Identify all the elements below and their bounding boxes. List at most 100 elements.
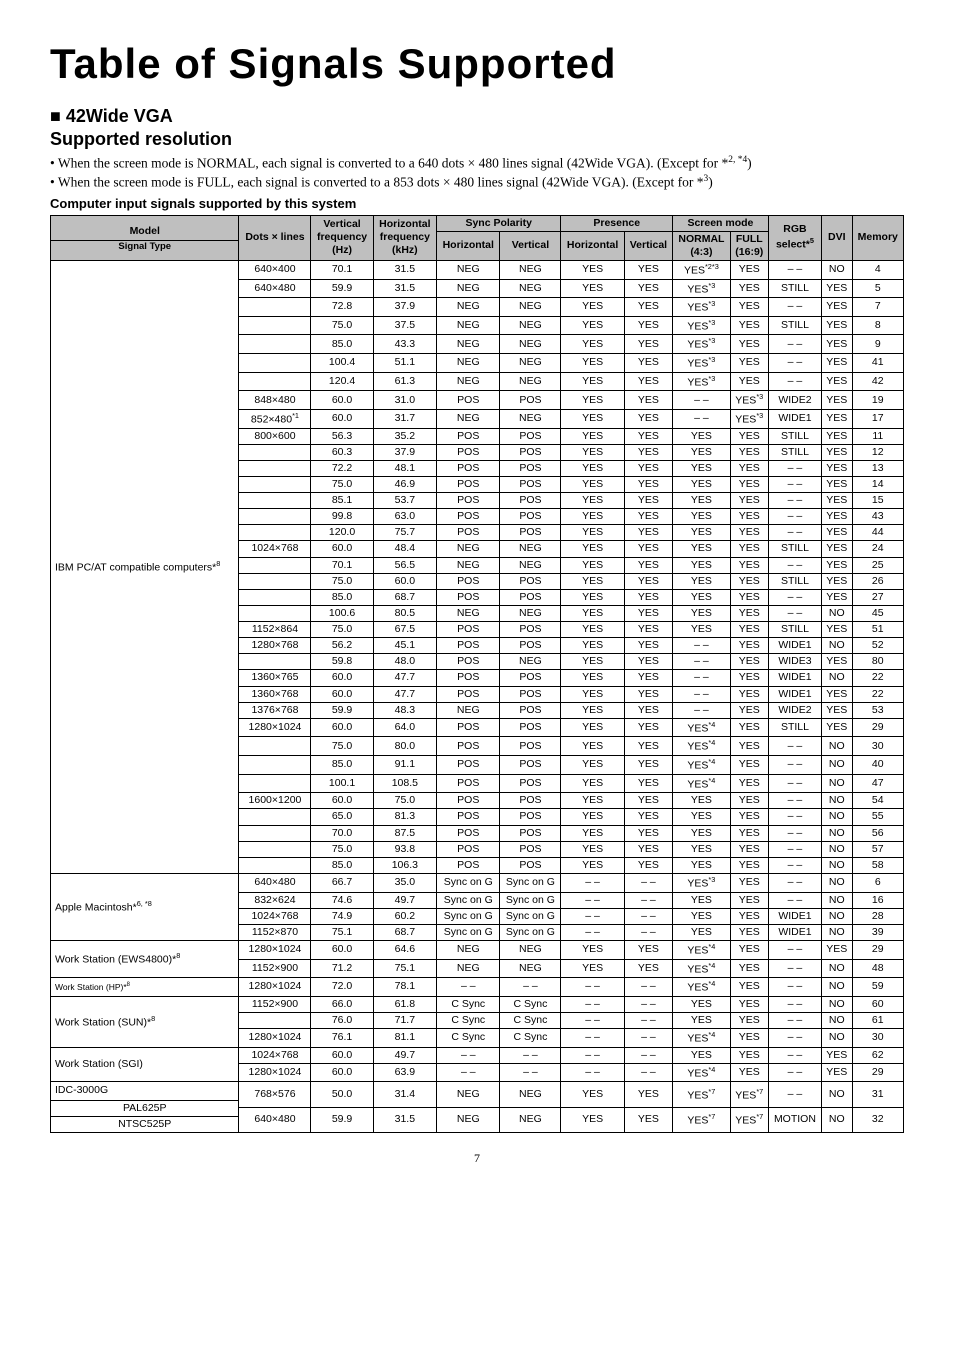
cell-dots: 1024×768 (239, 908, 311, 924)
section-heading: ■ 42Wide VGA Supported resolution (50, 106, 904, 150)
hdr-memory: Memory (852, 215, 903, 260)
hdr-full-1: FULL (736, 233, 763, 245)
cell-sv: POS (500, 718, 561, 737)
cell-sv: C Sync (500, 996, 561, 1012)
cell-mem: 22 (852, 686, 903, 702)
cell-mem: 52 (852, 638, 903, 654)
cell-vf: 60.0 (311, 1063, 373, 1082)
cell-dots (239, 809, 311, 825)
cell-vf: 59.9 (311, 702, 373, 718)
cell-mem: 14 (852, 476, 903, 492)
cell-pv: – – (624, 978, 672, 997)
cell-pv: YES (624, 702, 672, 718)
cell-vf: 65.0 (311, 809, 373, 825)
cell-pv: YES (624, 541, 672, 557)
cell-pv: YES (624, 638, 672, 654)
cell-hf: 75.1 (373, 959, 436, 978)
cell-normal: YES (673, 857, 731, 873)
cell-vf: 75.0 (311, 841, 373, 857)
hdr-vfreq-3: (Hz) (332, 244, 352, 256)
cell-sh: NEG (437, 1107, 500, 1132)
cell-mem: 24 (852, 541, 903, 557)
cell-rgb: WIDE2 (768, 391, 821, 410)
hdr-pres-v: Vertical (624, 231, 672, 260)
cell-dots (239, 493, 311, 509)
cell-dvi: YES (822, 525, 852, 541)
cell-pv: YES (624, 372, 672, 391)
cell-normal: YES*4 (673, 940, 731, 959)
cell-rgb: – – (768, 605, 821, 621)
cell-dots: 768×576 (239, 1082, 311, 1107)
cell-dvi: YES (822, 298, 852, 317)
cell-vf: 72.0 (311, 978, 373, 997)
cell-dvi: NO (822, 1107, 852, 1132)
cell-pv: YES (624, 718, 672, 737)
cell-full: YES (730, 670, 768, 686)
cell-normal: YES*3 (673, 279, 731, 298)
cell-hf: 75.7 (373, 525, 436, 541)
cell-sv: NEG (500, 1107, 561, 1132)
cell-sv: Sync on G (500, 892, 561, 908)
table-row: Work Station (HP)*81280×102472.078.1– ––… (51, 978, 904, 997)
cell-full: YES (730, 460, 768, 476)
cell-sv: POS (500, 444, 561, 460)
cell-vf: 50.0 (311, 1082, 373, 1107)
cell-sv: POS (500, 825, 561, 841)
cell-dots: 1280×1024 (239, 978, 311, 997)
cell-full: YES (730, 573, 768, 589)
cell-ph: YES (561, 372, 624, 391)
cell-ph: YES (561, 428, 624, 444)
cell-dvi: NO (822, 1082, 852, 1107)
cell-ph: YES (561, 573, 624, 589)
cell-normal: YES (673, 892, 731, 908)
cell-full: YES (730, 702, 768, 718)
cell-full: YES (730, 622, 768, 638)
cell-full: YES (730, 1029, 768, 1048)
cell-ph: YES (561, 756, 624, 775)
cell-sh: NEG (437, 702, 500, 718)
cell-sh: NEG (437, 298, 500, 317)
cell-ph: – – (561, 1029, 624, 1048)
cell-pv: YES (624, 444, 672, 460)
cell-sv: POS (500, 509, 561, 525)
cell-ph: – – (561, 892, 624, 908)
cell-full: YES (730, 940, 768, 959)
cell-rgb: – – (768, 354, 821, 373)
cell-full: YES (730, 793, 768, 809)
cell-vf: 60.0 (311, 686, 373, 702)
cell-hf: 80.0 (373, 737, 436, 756)
cell-dots (239, 589, 311, 605)
cell-hf: 64.0 (373, 718, 436, 737)
cell-sv: POS (500, 493, 561, 509)
cell-sv: NEG (500, 557, 561, 573)
cell-pv: YES (624, 525, 672, 541)
cell-hf: 108.5 (373, 774, 436, 793)
cell-hf: 48.1 (373, 460, 436, 476)
cell-mem: 29 (852, 718, 903, 737)
cell-sh: POS (437, 825, 500, 841)
cell-hf: 35.0 (373, 873, 436, 892)
table-row: Work Station (EWS4800)*81280×102460.064.… (51, 940, 904, 959)
cell-mem: 56 (852, 825, 903, 841)
cell-mem: 55 (852, 809, 903, 825)
cell-rgb: STILL (768, 444, 821, 460)
cell-vf: 75.0 (311, 737, 373, 756)
cell-sh: POS (437, 686, 500, 702)
cell-ph: YES (561, 493, 624, 509)
cell-ph: – – (561, 908, 624, 924)
cell-sv: – – (500, 978, 561, 997)
cell-sv: POS (500, 460, 561, 476)
cell-rgb: – – (768, 841, 821, 857)
hdr-full-2: (16:9) (735, 246, 763, 258)
cell-mem: 58 (852, 857, 903, 873)
cell-mem: 29 (852, 1063, 903, 1082)
cell-vf: 59.8 (311, 654, 373, 670)
cell-sh: C Sync (437, 1012, 500, 1028)
hdr-screen-mode: Screen mode (673, 215, 769, 231)
page-number: 7 (50, 1151, 904, 1166)
cell-sv: POS (500, 774, 561, 793)
heading-line-1: ■ 42Wide VGA (50, 106, 173, 128)
hdr-full: FULL (16:9) (730, 231, 768, 260)
model-cell: Work Station (SGI) (51, 1047, 239, 1082)
cell-hf: 68.7 (373, 589, 436, 605)
